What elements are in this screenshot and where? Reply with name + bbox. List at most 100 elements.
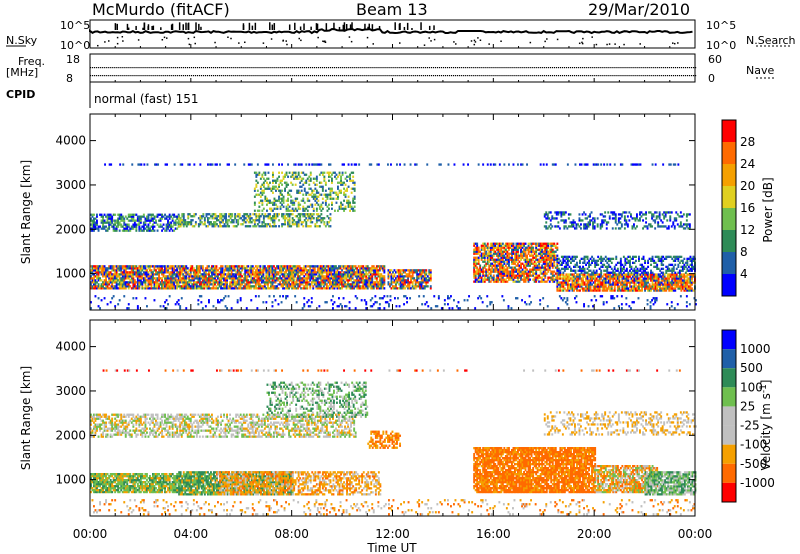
nave-dot	[223, 75, 225, 77]
heatmap-cell	[290, 213, 293, 216]
heatmap-cell	[485, 278, 488, 281]
heatmap-cell	[153, 287, 156, 290]
heatmap-cell	[286, 273, 289, 276]
heatmap-cell	[331, 207, 333, 210]
heatmap-cell	[503, 254, 506, 257]
heatmap-cell	[338, 189, 341, 192]
heatmap-cell	[162, 269, 165, 272]
heatmap-cell	[191, 219, 194, 222]
heatmap-cell	[248, 273, 251, 276]
heatmap-cell	[123, 273, 126, 276]
heatmap-cell	[217, 225, 220, 228]
heatmap-cell	[483, 248, 486, 251]
nave-dot	[483, 75, 485, 77]
heatmap-cell	[390, 273, 393, 276]
heatmap-cell	[307, 281, 310, 284]
heatmap-cell	[347, 285, 350, 288]
heatmap-cell	[267, 213, 270, 216]
heatmap-cell	[271, 267, 274, 270]
heatmap-cell	[482, 280, 485, 283]
heatmap-cell	[517, 246, 519, 249]
heatmap-cell	[324, 181, 327, 184]
heatmap-cell	[342, 281, 345, 284]
heatmap-cell	[251, 267, 254, 270]
heatmap-cell	[226, 223, 229, 226]
heatmap-cell	[236, 265, 239, 268]
heatmap-cell	[161, 273, 164, 276]
heatmap-cell	[322, 275, 325, 278]
heatmap-cell	[330, 265, 333, 268]
heatmap-cell	[161, 281, 164, 284]
nave-dot	[559, 75, 562, 77]
nave-dot	[622, 75, 624, 77]
heatmap-cell	[93, 275, 95, 278]
heatmap-cell	[94, 221, 97, 224]
heatmap-cell	[359, 287, 362, 290]
heatmap-cell	[541, 272, 544, 275]
heatmap-cell	[133, 281, 136, 284]
heatmap-cell	[326, 215, 329, 218]
heatmap-cell	[410, 281, 413, 284]
nave-dot	[202, 75, 205, 77]
heatmap-cell	[278, 199, 281, 202]
heatmap-cell	[213, 217, 215, 220]
heatmap-cell	[256, 267, 259, 270]
heatmap-cell	[294, 267, 297, 270]
heatmap-cell	[279, 265, 282, 268]
heatmap-cell	[304, 273, 307, 276]
heatmap-cell	[287, 223, 290, 226]
heatmap-cell	[541, 244, 544, 247]
nave-dot	[448, 75, 451, 77]
heatmap-cell	[179, 273, 182, 276]
heatmap-cell	[142, 287, 145, 290]
heatmap-cell	[312, 267, 315, 270]
heatmap-cell	[473, 268, 476, 271]
heatmap-cell	[235, 219, 238, 222]
heatmap-cell	[171, 271, 174, 274]
heatmap-cell	[353, 205, 356, 208]
heatmap-cell	[344, 281, 347, 284]
nsearch-dot	[546, 38, 548, 40]
heatmap-cell	[489, 246, 492, 249]
heatmap-cell	[138, 275, 141, 278]
heatmap-cell	[138, 267, 141, 270]
heatmap-cell	[288, 271, 291, 274]
heatmap-cell	[483, 274, 486, 277]
freq-dot	[521, 67, 523, 69]
heatmap-cell	[533, 242, 536, 245]
heatmap-cell	[515, 276, 518, 279]
heatmap-cell	[216, 219, 218, 222]
heatmap-cell	[535, 274, 538, 277]
heatmap-cell	[366, 269, 369, 272]
heatmap-cell	[242, 277, 245, 280]
heatmap-cell	[199, 215, 202, 218]
heatmap-cell	[93, 279, 95, 282]
heatmap-cell	[217, 215, 220, 218]
heatmap-cell	[133, 265, 136, 268]
heatmap-cell	[208, 265, 210, 268]
heatmap-cell	[167, 269, 170, 272]
heatmap-cell	[118, 281, 121, 284]
heatmap-cell	[402, 283, 405, 286]
heatmap-cell	[483, 260, 486, 263]
heatmap-cell	[168, 221, 171, 224]
heatmap-cell	[168, 283, 171, 286]
heatmap-cell	[303, 287, 306, 290]
heatmap-cell	[261, 225, 264, 228]
heatmap-cell	[155, 273, 157, 276]
heatmap-cell	[483, 264, 486, 267]
heatmap-cell	[497, 274, 500, 277]
heatmap-cell	[411, 271, 414, 274]
heatmap-cell	[524, 280, 527, 283]
heatmap-cell	[353, 189, 356, 192]
heatmap-cell	[105, 215, 108, 218]
heatmap-cell	[301, 281, 304, 284]
heatmap-cell	[308, 199, 311, 202]
heatmap-cell	[423, 287, 426, 290]
heatmap-cell	[183, 265, 186, 268]
heatmap-cell	[350, 205, 353, 208]
heatmap-cell	[498, 252, 501, 255]
heatmap-cell	[551, 276, 554, 279]
heatmap-cell	[416, 269, 419, 272]
heatmap-cell	[155, 287, 157, 290]
